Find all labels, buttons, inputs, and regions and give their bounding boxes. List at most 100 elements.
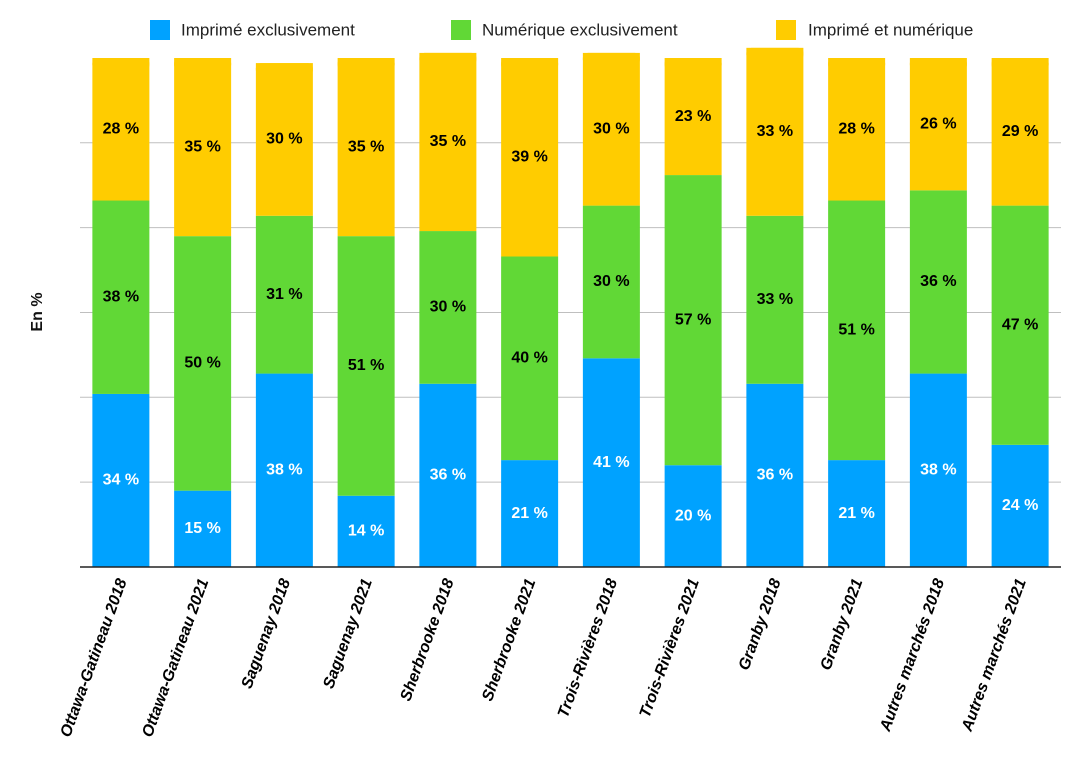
data-label: 34 %	[103, 472, 139, 489]
bar-segment-cap	[746, 47, 804, 60]
data-label: 50 %	[184, 355, 220, 372]
category-label: Saguenay 2018	[239, 576, 295, 691]
bar-segment	[501, 256, 559, 461]
bar-segment	[337, 58, 395, 237]
category-label: Autres marchés 2018	[877, 576, 948, 734]
legend-swatch	[776, 20, 796, 40]
bar-segment	[909, 190, 967, 374]
category-labels: Ottawa-Gatineau 2018 Ottawa-Gatineau 2021…	[57, 576, 1029, 739]
data-label: 38 %	[920, 462, 956, 479]
bar-segment-cap	[664, 58, 722, 70]
bar-segment	[174, 58, 232, 237]
category-label: Ottawa-Gatineau 2021	[139, 576, 212, 739]
category-label: Granby 2021	[818, 576, 867, 672]
bar-segment-cap	[501, 58, 559, 70]
bar-segment	[991, 444, 1049, 567]
bar-segment-cap	[92, 58, 150, 70]
category-label: Trois-Rivières 2018	[555, 576, 621, 720]
data-label: 41 %	[593, 454, 629, 471]
bar-segment	[582, 205, 640, 359]
data-label: 35 %	[184, 138, 220, 155]
bar-segment-cap	[337, 58, 395, 70]
data-label: 28 %	[103, 120, 139, 137]
data-label: 23 %	[675, 108, 711, 125]
data-label: 20 %	[675, 507, 711, 524]
category-label: Autres marchés 2021	[959, 576, 1030, 734]
bar-segment	[746, 383, 804, 567]
bars	[92, 47, 1049, 567]
legend-swatch	[451, 20, 471, 40]
data-label: 51 %	[348, 357, 384, 374]
bar-segment	[255, 373, 313, 567]
category-label: Saguenay 2021	[320, 576, 376, 691]
category-label: Ottawa-Gatineau 2018	[57, 576, 130, 739]
bar-segment	[419, 52, 477, 232]
bar-segment	[255, 215, 313, 374]
bar-segment	[92, 200, 150, 394]
data-label: 36 %	[920, 273, 956, 290]
bar-segment	[828, 200, 886, 461]
data-label: 38 %	[266, 462, 302, 479]
bar-segment	[174, 236, 232, 491]
legend-swatch	[150, 20, 170, 40]
bar-segment-cap	[255, 63, 313, 76]
bar-segment	[746, 47, 804, 216]
data-label: 40 %	[511, 350, 547, 367]
data-label: 39 %	[511, 148, 547, 165]
bar-segment-cap	[582, 52, 640, 65]
legend-entry: Imprimé et numérique	[808, 20, 973, 39]
data-label: 51 %	[838, 322, 874, 339]
data-label: 38 %	[103, 288, 139, 305]
legend: Imprimé exclusivement Numérique exclusive…	[150, 20, 973, 40]
category-label: Granby 2018	[736, 576, 785, 672]
bar-segment	[501, 460, 559, 567]
data-label: 35 %	[348, 138, 384, 155]
bar-segment	[664, 175, 722, 466]
data-label: 31 %	[266, 286, 302, 303]
bar-segment	[92, 393, 150, 567]
data-label: 33 %	[757, 291, 793, 308]
bar-segment	[664, 465, 722, 567]
bar-segment	[92, 58, 150, 201]
bar-segment	[419, 231, 477, 384]
bar-segment	[828, 58, 886, 201]
y-axis-label: En %	[29, 292, 46, 331]
data-label: 30 %	[266, 131, 302, 148]
bar-segment	[337, 495, 395, 567]
bar-segment-cap	[909, 58, 967, 70]
value-labels: 34 % 38 % 28 % 15 % 50 % 35 % 38 % 31 % 30 % 14 %…	[103, 108, 1039, 540]
data-label: 35 %	[430, 133, 466, 150]
data-label: 30 %	[430, 299, 466, 316]
bar-segment-cap	[174, 58, 232, 70]
bar-segment	[991, 205, 1049, 445]
bar-segment	[909, 58, 967, 191]
data-label: 26 %	[920, 115, 956, 132]
data-label: 21 %	[511, 505, 547, 522]
data-label: 30 %	[593, 120, 629, 137]
bar-segment	[582, 52, 640, 206]
bar-segment	[991, 58, 1049, 206]
data-label: 47 %	[1002, 316, 1038, 333]
data-label: 30 %	[593, 273, 629, 290]
data-label: 29 %	[1002, 123, 1038, 140]
bar-segment	[582, 358, 640, 567]
data-label: 21 %	[838, 505, 874, 522]
bar-segment	[664, 58, 722, 176]
bar-segment	[909, 373, 967, 567]
bar-segment-cap	[991, 58, 1049, 70]
bar-segment-cap	[828, 58, 886, 70]
data-label: 15 %	[184, 520, 220, 537]
bar-segment	[255, 63, 313, 216]
bar-segment	[174, 490, 232, 567]
bar-segment	[828, 460, 886, 567]
data-label: 14 %	[348, 523, 384, 540]
bar-segment	[337, 236, 395, 496]
category-label: Trois-Rivières 2021	[637, 576, 703, 720]
data-label: 36 %	[757, 467, 793, 484]
bar-segment	[501, 58, 559, 257]
data-label: 28 %	[838, 120, 874, 137]
bar-segment-cap	[419, 52, 477, 65]
data-label: 33 %	[757, 123, 793, 140]
bar-segment	[419, 383, 477, 567]
